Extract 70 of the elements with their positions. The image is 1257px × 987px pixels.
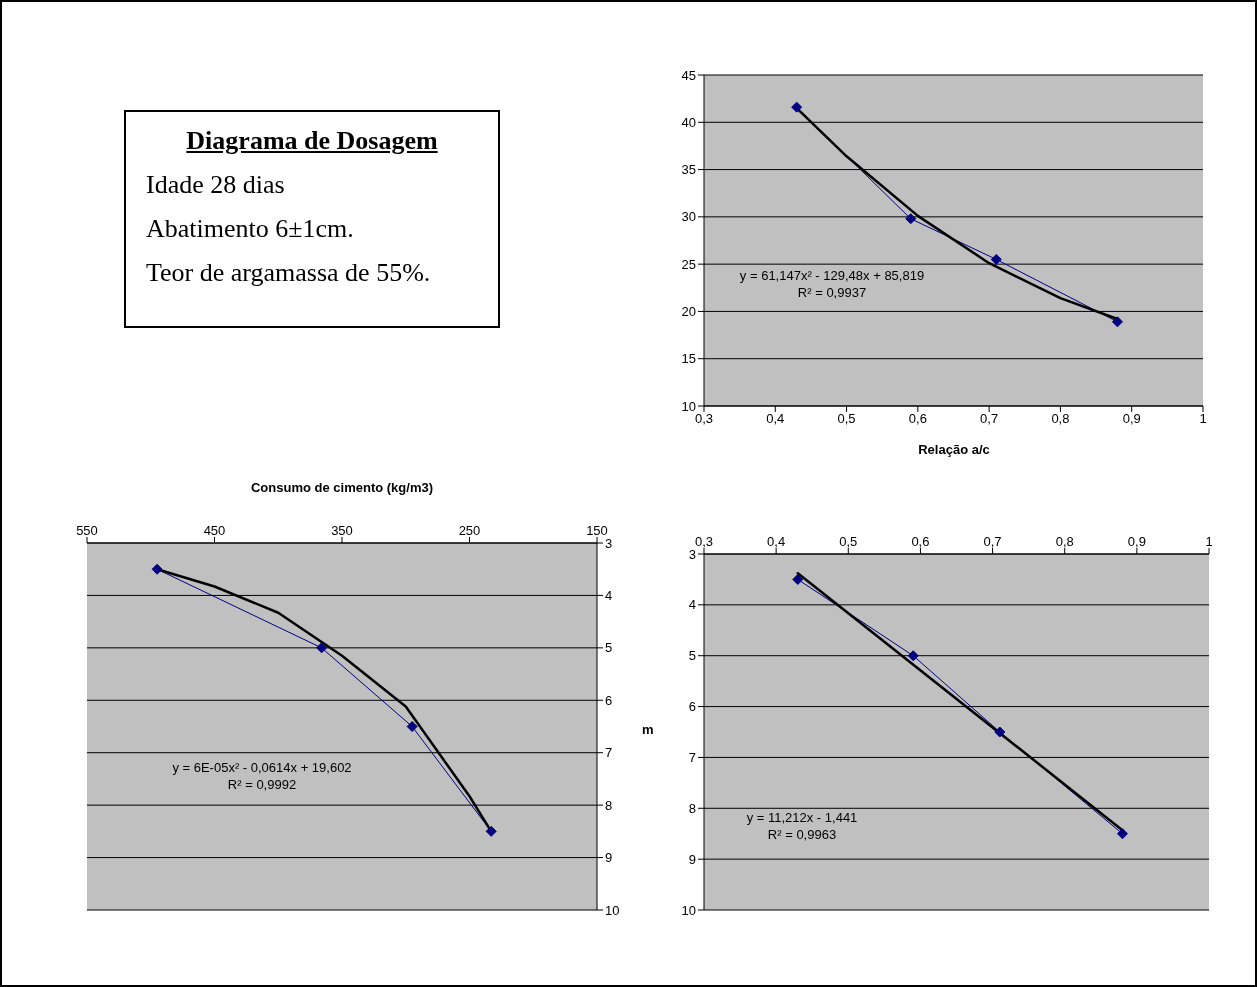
y-tick-label: 40	[681, 114, 696, 130]
text: Teor de argamassa de 55%.	[146, 258, 432, 288]
point	[994, 726, 1006, 738]
x-tick-label: 0,8	[1051, 411, 1070, 427]
x-tick-label: 0,6	[908, 411, 927, 427]
x-axis-title: Relação a/c	[917, 442, 991, 457]
point	[792, 573, 804, 585]
y-tick-label: 6	[688, 699, 696, 715]
x-tick-label: 150	[586, 523, 608, 538]
x-tick-label: 1	[1199, 411, 1207, 427]
y-tick-label: 9	[688, 851, 696, 867]
x-tick-label: 1	[1205, 534, 1213, 549]
y-tick-label: 4	[605, 588, 613, 604]
point	[990, 253, 1002, 265]
y-tick-label: 3	[688, 546, 696, 562]
y-tick-label: 7	[605, 745, 613, 761]
x-tick-label: 0,3	[694, 534, 714, 549]
y-tick-label: 5	[605, 640, 613, 656]
annotation: y = 6E-05x² - 0,0614x + 19,602	[171, 760, 353, 775]
x-tick-label: 450	[203, 523, 226, 538]
x-tick-label: 0,7	[983, 534, 1002, 549]
y-tick-label: 8	[605, 797, 613, 813]
point	[1116, 828, 1128, 840]
x-axis-title: Consumo de cimento (kg/m3)	[250, 480, 434, 495]
x-tick-label: 0,3	[694, 411, 714, 427]
x-tick-label: 0,5	[837, 411, 856, 427]
y-tick-label: 35	[681, 162, 696, 178]
point	[406, 721, 418, 732]
point	[905, 213, 917, 225]
x-tick-label: 0,4	[767, 534, 786, 549]
text: Diagrama de Dosagem	[185, 126, 439, 156]
y-tick-label: 3	[605, 535, 613, 551]
y-tick-label: 45	[681, 67, 696, 83]
point	[1111, 316, 1123, 328]
annotation: R² = 0,9963	[766, 827, 838, 842]
x-tick-label: 0,4	[766, 411, 785, 427]
x-tick-label: 0,7	[980, 411, 999, 427]
y-tick-label: 9	[605, 850, 613, 866]
y-tick-label: 6	[605, 692, 613, 708]
x-tick-label: 0,6	[911, 534, 930, 549]
y-tick-label: 7	[688, 750, 696, 766]
y-tick-label: 5	[688, 648, 696, 664]
y-tick-label: 30	[681, 209, 696, 225]
x-tick-label: 0,5	[839, 534, 858, 549]
x-tick-label: 550	[76, 523, 98, 538]
point	[791, 101, 803, 113]
annotation: y = 61,147x² - 129,48x + 85,819	[738, 268, 926, 283]
y-tick-label: 10	[681, 398, 696, 414]
annotation: R² = 0,9937	[796, 285, 868, 300]
y-tick-label: 10	[681, 902, 696, 918]
x-tick-label: 350	[331, 523, 353, 538]
annotation: y = 11,212x - 1,441	[745, 810, 859, 825]
annotation: R² = 0,9992	[226, 777, 298, 792]
y-tick-label: 20	[681, 304, 696, 320]
y-tick-label: 8	[688, 800, 696, 816]
text: Abatimento 6±1cm.	[146, 214, 355, 244]
point	[485, 825, 497, 837]
x-tick-label: 0,9	[1127, 534, 1146, 549]
y-tick-label: 10	[605, 902, 620, 918]
point	[316, 642, 328, 654]
point	[907, 650, 919, 662]
x-tick-label: 0,8	[1055, 534, 1074, 549]
y-axis-title: m	[642, 722, 654, 737]
y-tick-label: 4	[688, 597, 696, 613]
x-tick-label: 250	[458, 523, 481, 538]
y-tick-label: 15	[681, 351, 696, 367]
point	[151, 563, 163, 575]
text: Idade 28 dias	[146, 170, 286, 200]
x-tick-label: 0,9	[1122, 411, 1141, 427]
y-tick-label: 25	[681, 256, 696, 272]
